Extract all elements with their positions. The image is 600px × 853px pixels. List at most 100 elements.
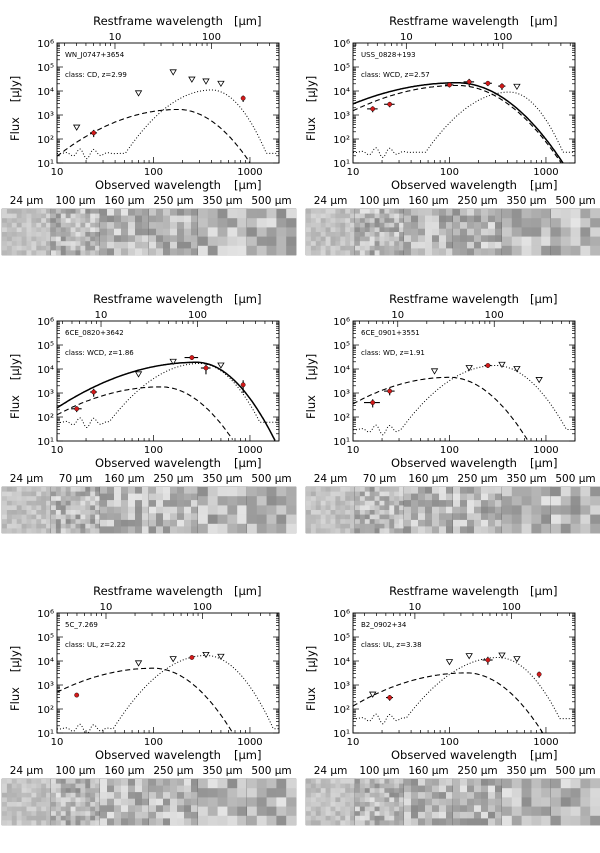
cutout-pixel: [531, 779, 542, 789]
cutout-pixel: [31, 500, 37, 506]
cutout-pixel: [306, 815, 312, 821]
cutout-pixel: [2, 797, 8, 803]
cutout-pixel: [369, 209, 375, 214]
detection-point: [466, 79, 472, 85]
cutout-pixel: [432, 519, 440, 527]
cutout-pixel: [6, 245, 13, 251]
cutout-pixel: [266, 514, 277, 525]
cutout-pixel: [404, 779, 412, 786]
cutout-pixel: [560, 806, 571, 817]
cutout-image: [198, 487, 248, 534]
y-axis-unit: [μJy]: [8, 76, 22, 103]
cutout-pixel: [237, 209, 248, 219]
cutout-pixel: [355, 487, 361, 492]
cutout-pixel: [70, 519, 76, 525]
cutout-pixel: [217, 523, 228, 534]
cutout-pixel: [474, 235, 482, 243]
cutout-pixel: [286, 815, 297, 826]
cutout-pixel: [149, 487, 157, 494]
cutout-pixel: [26, 250, 32, 256]
cutout-pixel: [149, 248, 157, 256]
cutout-pixel: [439, 248, 447, 256]
cutout-pixel: [570, 779, 581, 789]
cutout-pixel: [51, 510, 57, 515]
cutout-pixel: [467, 222, 475, 229]
cutout-pixel: [425, 513, 433, 521]
top-axis-title: Restframe wavelength: [93, 292, 223, 306]
cutout-pixel: [11, 491, 17, 497]
cutout-pixel: [350, 806, 356, 812]
cutout-pixel: [163, 228, 171, 236]
cutout-pixel: [432, 493, 440, 501]
cutout-pixel: [411, 215, 419, 223]
cutout-pixel: [2, 523, 8, 529]
cutout-pixel: [95, 213, 101, 219]
y-tick-label: 10⁶: [37, 317, 54, 328]
cutout-pixel: [227, 523, 238, 534]
cutout-pixel: [404, 811, 412, 819]
cutout-pixel: [31, 496, 37, 502]
cutout-pixel: [502, 245, 513, 256]
cutout-pixel: [369, 528, 375, 534]
cutout-pixel: [481, 493, 489, 501]
cutout-pixel: [364, 519, 370, 525]
cutout-pixel: [46, 815, 52, 821]
cutout-pixel: [184, 500, 192, 507]
cutout-pixel: [467, 526, 475, 534]
cutout-pixel: [364, 528, 370, 534]
cutout-pixel: [379, 250, 385, 256]
cutout-pixel: [36, 519, 42, 525]
cutout-pixel: [541, 236, 552, 247]
cutout-pixel: [399, 232, 405, 237]
cutout-pixel: [100, 500, 108, 507]
cutout-pixel: [432, 506, 440, 514]
cutout-pixel: [425, 487, 433, 494]
cutout-pixel: [355, 500, 361, 506]
cutout-pixel: [310, 811, 317, 817]
cutout-pixel: [460, 519, 468, 527]
cutout-pixel: [411, 519, 419, 527]
cutout-pixel: [276, 487, 287, 497]
cutout-pixel: [439, 785, 447, 793]
cutout-pixel: [177, 779, 185, 786]
cutout-pixel: [65, 811, 71, 817]
cutout-pixel: [488, 805, 496, 813]
cutout-pixel: [170, 235, 178, 243]
cutout-pixel: [495, 805, 503, 813]
cutout-pixel: [95, 783, 101, 789]
cutout-pixel: [399, 491, 405, 497]
cutout-pixel: [36, 241, 42, 247]
cutout-pixel: [411, 248, 419, 256]
cutout-pixel: [21, 213, 27, 219]
cutout-pixel: [121, 513, 129, 521]
cutout-pixel: [90, 519, 96, 525]
cutout-pixel: [315, 510, 321, 515]
sed-curve-AGN: [352, 84, 562, 163]
x-tick-label: 1000: [237, 737, 262, 748]
cutout-pixel: [95, 241, 101, 247]
cutout-pixel: [26, 213, 32, 219]
cutout-pixel: [345, 797, 351, 803]
cutout-pixel: [521, 245, 532, 256]
cutout-pixel: [310, 500, 317, 506]
plot-frame: [56, 42, 280, 164]
cutout-pixel: [31, 528, 37, 534]
cutout-pixel: [121, 798, 129, 806]
cutout-image: [404, 487, 454, 534]
cutout-pixel: [315, 779, 321, 784]
detection-point: [74, 692, 80, 698]
cutout-pixel: [177, 792, 185, 799]
cutout-pixel: [345, 815, 351, 821]
cutout-pixel: [51, 487, 57, 492]
cutout-pixel: [60, 209, 66, 214]
cutout-pixel: [107, 500, 115, 507]
cutout-pixel: [26, 491, 32, 497]
cutout-pixel: [560, 788, 571, 798]
cutout-pixel: [163, 785, 171, 793]
cutout-pixel: [488, 248, 496, 256]
cutout-band-label: 160 μm: [104, 765, 144, 777]
cutout-pixel: [55, 514, 62, 520]
cutout-pixel: [369, 797, 375, 803]
x-axis-unit: [μm]: [530, 748, 558, 762]
cutout-pixel: [107, 487, 115, 494]
